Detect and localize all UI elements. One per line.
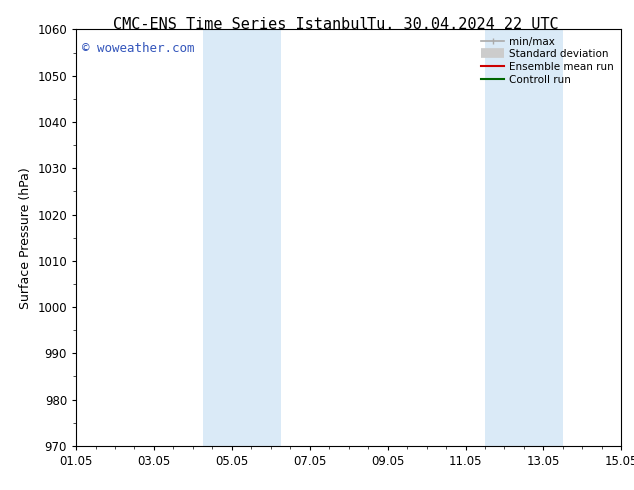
Text: Tu. 30.04.2024 22 UTC: Tu. 30.04.2024 22 UTC <box>367 17 559 32</box>
Bar <box>485 29 524 446</box>
Y-axis label: Surface Pressure (hPa): Surface Pressure (hPa) <box>19 167 32 309</box>
Text: CMC-ENS Time Series Istanbul: CMC-ENS Time Series Istanbul <box>113 17 368 32</box>
Bar <box>242 29 280 446</box>
Bar <box>203 29 242 446</box>
Bar <box>524 29 563 446</box>
Text: © woweather.com: © woweather.com <box>82 42 194 55</box>
Legend: min/max, Standard deviation, Ensemble mean run, Controll run: min/max, Standard deviation, Ensemble me… <box>479 35 616 87</box>
